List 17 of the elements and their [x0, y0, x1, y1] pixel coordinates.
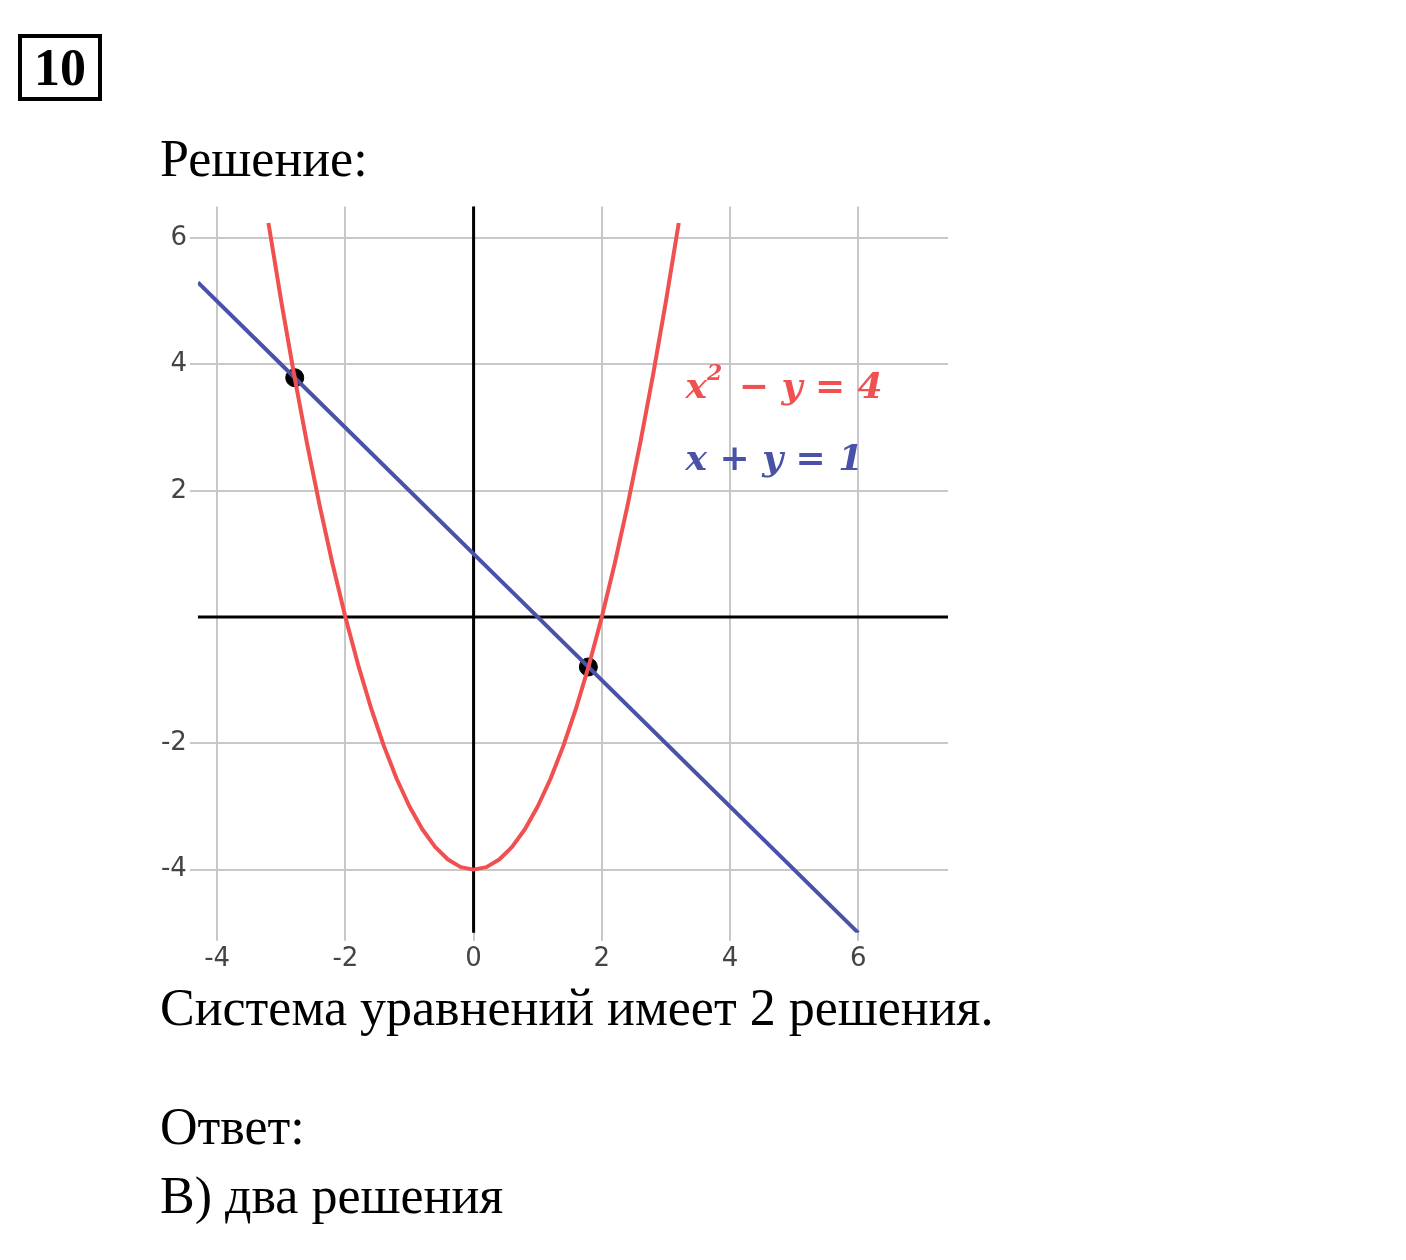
y-tick-label: 2: [170, 473, 187, 504]
chart-title: 10: [18, 34, 102, 101]
y-tick-label: -4: [160, 852, 187, 883]
text: Система уравнений имеет 2 решения.: [160, 978, 995, 1037]
text: В) два решения: [160, 1166, 505, 1225]
text: Ответ:: [160, 1097, 306, 1156]
y-tick-label: 4: [170, 347, 187, 378]
text: x + y = 1: [684, 436, 864, 479]
x-tick-label: 2: [593, 942, 611, 973]
y-tick-label: -2: [160, 726, 187, 757]
x-tick-label: -2: [332, 942, 359, 973]
y-tick-label: 6: [170, 220, 187, 251]
x-tick-label: 0: [465, 942, 482, 973]
x-tick-label: -4: [204, 942, 231, 973]
x-tick-label: 6: [849, 942, 867, 973]
x-tick-label: 4: [721, 942, 739, 973]
chart-subtitle: Решение:: [160, 129, 369, 188]
